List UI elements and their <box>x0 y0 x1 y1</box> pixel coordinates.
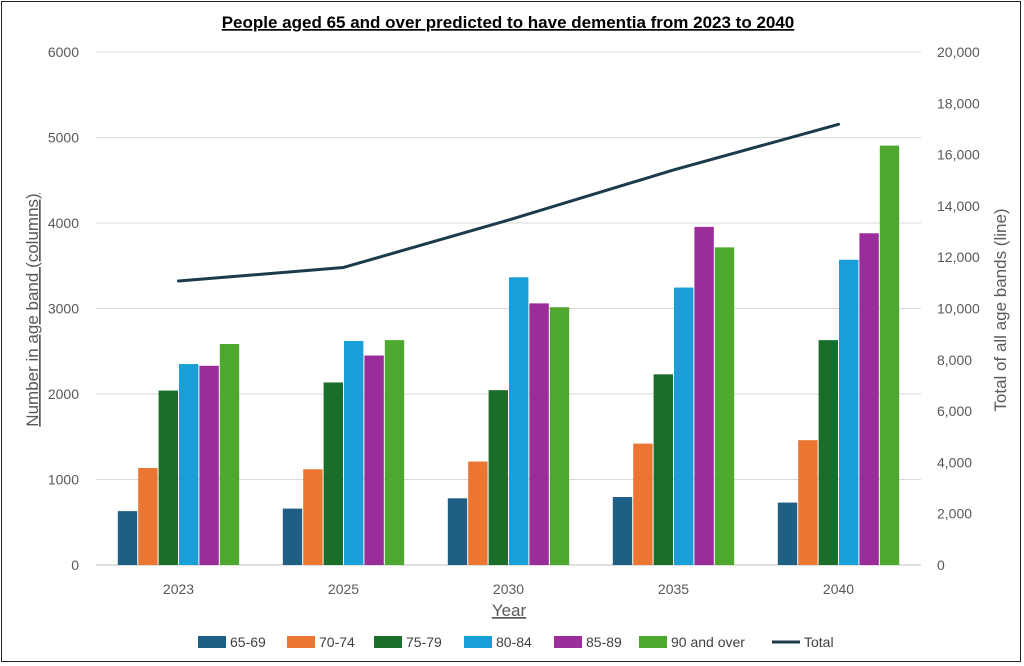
legend-label: 75-79 <box>406 634 442 650</box>
bar-80-84 <box>674 287 694 565</box>
bar-90-and-over <box>879 145 900 565</box>
bar-75-79 <box>818 340 838 565</box>
bar-65-69 <box>282 508 303 565</box>
y-tick-label: 0 <box>71 557 79 573</box>
bar-90-and-over <box>384 340 405 565</box>
right-axis-ticks: 0 2,000 4,000 6,000 8,000 10,000 12,000 14,000 1… <box>937 44 980 573</box>
x-tick-label: 2040 <box>823 581 854 597</box>
legend-swatch <box>374 636 402 648</box>
bar-80-84 <box>839 259 859 565</box>
legend-swatch <box>198 636 226 648</box>
y-tick-label: 1000 <box>48 472 79 488</box>
bar-70-74 <box>468 461 488 565</box>
y-tick-label: 5000 <box>48 130 79 146</box>
x-tick-label: 2025 <box>328 581 359 597</box>
legend-label: 90 and over <box>671 634 745 650</box>
bar-65-69 <box>447 498 468 565</box>
bars <box>117 145 900 565</box>
legend-swatch <box>464 636 492 648</box>
x-tick-label: 2030 <box>493 581 524 597</box>
bar-75-79 <box>323 382 343 565</box>
bar-85-89 <box>694 226 714 565</box>
x-tick-label: 2035 <box>658 581 689 597</box>
bar-65-69 <box>117 511 138 565</box>
x-axis-title: Year <box>492 601 527 620</box>
bar-85-89 <box>859 233 879 565</box>
bar-70-74 <box>303 469 323 565</box>
y-tick-label: 3000 <box>48 301 79 317</box>
y-tick-label: 6000 <box>48 44 79 60</box>
legend-label: 80-84 <box>496 634 532 650</box>
y2-tick-label: 14,000 <box>937 198 980 214</box>
bar-70-74 <box>138 467 158 565</box>
gridlines <box>96 51 921 566</box>
y2-tick-label: 20,000 <box>937 44 980 60</box>
legend-label: 85-89 <box>586 634 622 650</box>
total-line-layer <box>177 122 840 283</box>
y2-tick-label: 2,000 <box>937 506 972 522</box>
legend-swatch <box>554 636 582 648</box>
y2-tick-label: 8,000 <box>937 352 972 368</box>
bar-85-89 <box>364 355 384 565</box>
legend-swatch <box>287 636 315 648</box>
legend-label: Total <box>804 634 834 650</box>
bar-80-84 <box>179 364 199 565</box>
bar-85-89 <box>529 303 549 565</box>
legend-swatch <box>639 636 667 648</box>
y-tick-label: 2000 <box>48 386 79 402</box>
y2-tick-label: 4,000 <box>937 454 972 470</box>
y2-tick-label: 0 <box>937 557 945 573</box>
y2-tick-label: 12,000 <box>937 249 980 265</box>
total-line <box>177 122 840 283</box>
bar-65-69 <box>777 502 798 565</box>
y2-axis-title: Total of all age bands (line) <box>991 208 1010 411</box>
legend-label: 70-74 <box>319 634 355 650</box>
legend-label: 65-69 <box>230 634 266 650</box>
left-axis-ticks: 0 1000 2000 3000 4000 5000 6000 <box>48 44 79 573</box>
y2-tick-label: 16,000 <box>937 147 980 163</box>
x-tick-label: 2023 <box>163 581 194 597</box>
bar-90-and-over <box>714 247 735 565</box>
y-axis-title: Number in age band (columns) <box>23 193 42 426</box>
bar-75-79 <box>488 390 508 565</box>
x-axis-ticks: 2023 2025 2030 2035 2040 <box>163 581 854 597</box>
y-tick-label: 4000 <box>48 215 79 231</box>
bar-70-74 <box>798 440 818 565</box>
bar-75-79 <box>158 390 178 565</box>
bar-85-89 <box>199 365 219 565</box>
bar-75-79 <box>653 374 673 565</box>
bar-80-84 <box>344 340 364 565</box>
bar-65-69 <box>612 497 633 565</box>
bar-80-84 <box>509 277 529 565</box>
y2-tick-label: 6,000 <box>937 403 972 419</box>
chart-title: People aged 65 and over predicted to hav… <box>222 13 795 32</box>
bar-90-and-over <box>549 307 570 565</box>
y2-tick-label: 18,000 <box>937 95 980 111</box>
legend: 65-69 70-74 75-79 80-84 85-89 90 and over Tota… <box>198 634 834 650</box>
bar-90-and-over <box>219 343 240 565</box>
bar-70-74 <box>633 443 653 565</box>
y2-tick-label: 10,000 <box>937 301 980 317</box>
